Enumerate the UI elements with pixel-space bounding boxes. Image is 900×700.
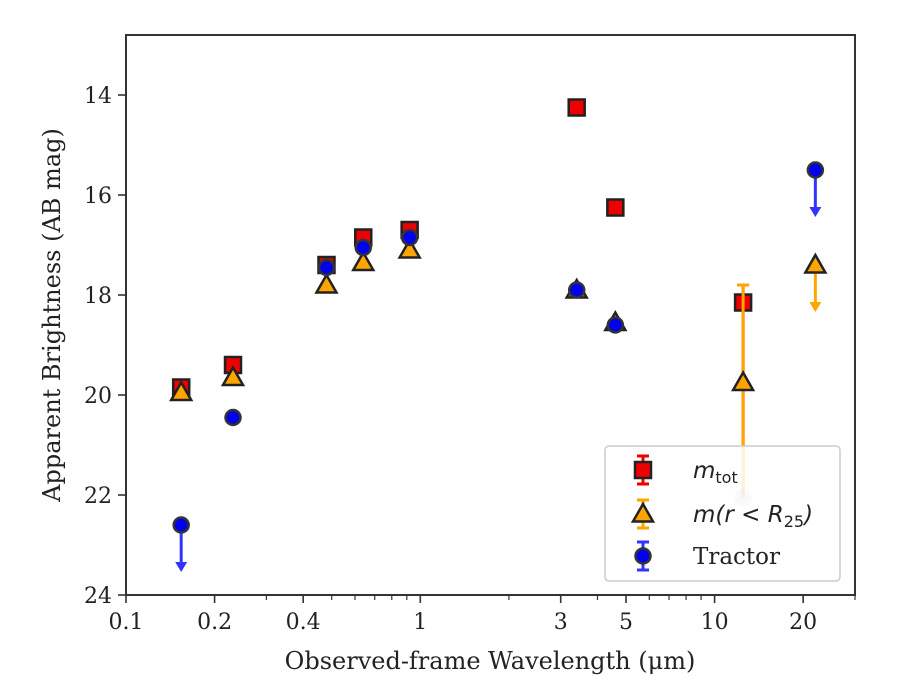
point-circle-0	[172, 516, 190, 534]
point-square-5	[567, 98, 586, 117]
point-triangle-3	[351, 249, 376, 272]
point-triangle-4	[397, 237, 422, 259]
y-axis-title: Apparent Brightness (AB mag)	[38, 128, 66, 503]
point-circle-6	[606, 316, 625, 334]
legend-marker-0	[633, 460, 653, 480]
plot-frame	[125, 34, 856, 596]
legend-marker-1	[630, 501, 656, 523]
upper-limit-arrowhead	[809, 207, 822, 217]
point-circle-2	[317, 258, 336, 277]
x-tick-label-2: 0.4	[286, 610, 321, 635]
legend: mtot m(r < R25) Tractor	[604, 445, 841, 582]
x-tick-label-1: 0.2	[197, 610, 232, 635]
legend-label-0: mtot	[693, 458, 738, 487]
point-circle-8	[806, 161, 825, 179]
x-axis: 0.1 0.2 0.4 1 3 5 10 20	[109, 595, 856, 635]
upper-limit-arrowhead	[809, 302, 822, 312]
y-tick-label-3: 20	[84, 384, 112, 409]
y-tick-label-5: 24	[84, 584, 112, 609]
legend-marker-2	[634, 547, 652, 565]
point-circle-1	[224, 408, 242, 427]
legend-box	[604, 445, 841, 582]
point-triangle-2	[314, 272, 339, 294]
x-tick-label-7: 20	[789, 610, 817, 635]
y-tick-label-1: 16	[84, 184, 112, 209]
legend-label-2: Tractor	[693, 544, 780, 570]
point-square-6	[606, 198, 625, 217]
y-tick-label-0: 14	[84, 84, 112, 109]
y-tick-label-4: 22	[84, 484, 112, 509]
x-tick-label-6: 10	[701, 610, 729, 635]
point-triangle-8	[803, 252, 828, 274]
series-square	[171, 98, 753, 498]
point-triangle-0	[169, 379, 194, 402]
point-circle-3	[354, 238, 373, 257]
x-tick-label-4: 3	[554, 610, 568, 635]
x-tick-label-3: 1	[413, 610, 427, 635]
x-axis-title: Observed-frame Wavelength (μm)	[285, 647, 696, 675]
x-tick-label-0: 0.1	[109, 610, 144, 635]
point-triangle-7	[730, 369, 756, 392]
point-triangle-1	[220, 364, 246, 387]
y-tick-label-2: 18	[84, 284, 112, 309]
x-tick-label-5: 5	[619, 610, 633, 635]
upper-limit-arrowhead	[175, 562, 188, 572]
point-circle-5	[567, 281, 586, 299]
legend-label-1: m(r < R25)	[693, 502, 813, 531]
y-axis: 14 16 18 20 22 24	[84, 84, 126, 609]
point-circle-4	[400, 228, 419, 247]
